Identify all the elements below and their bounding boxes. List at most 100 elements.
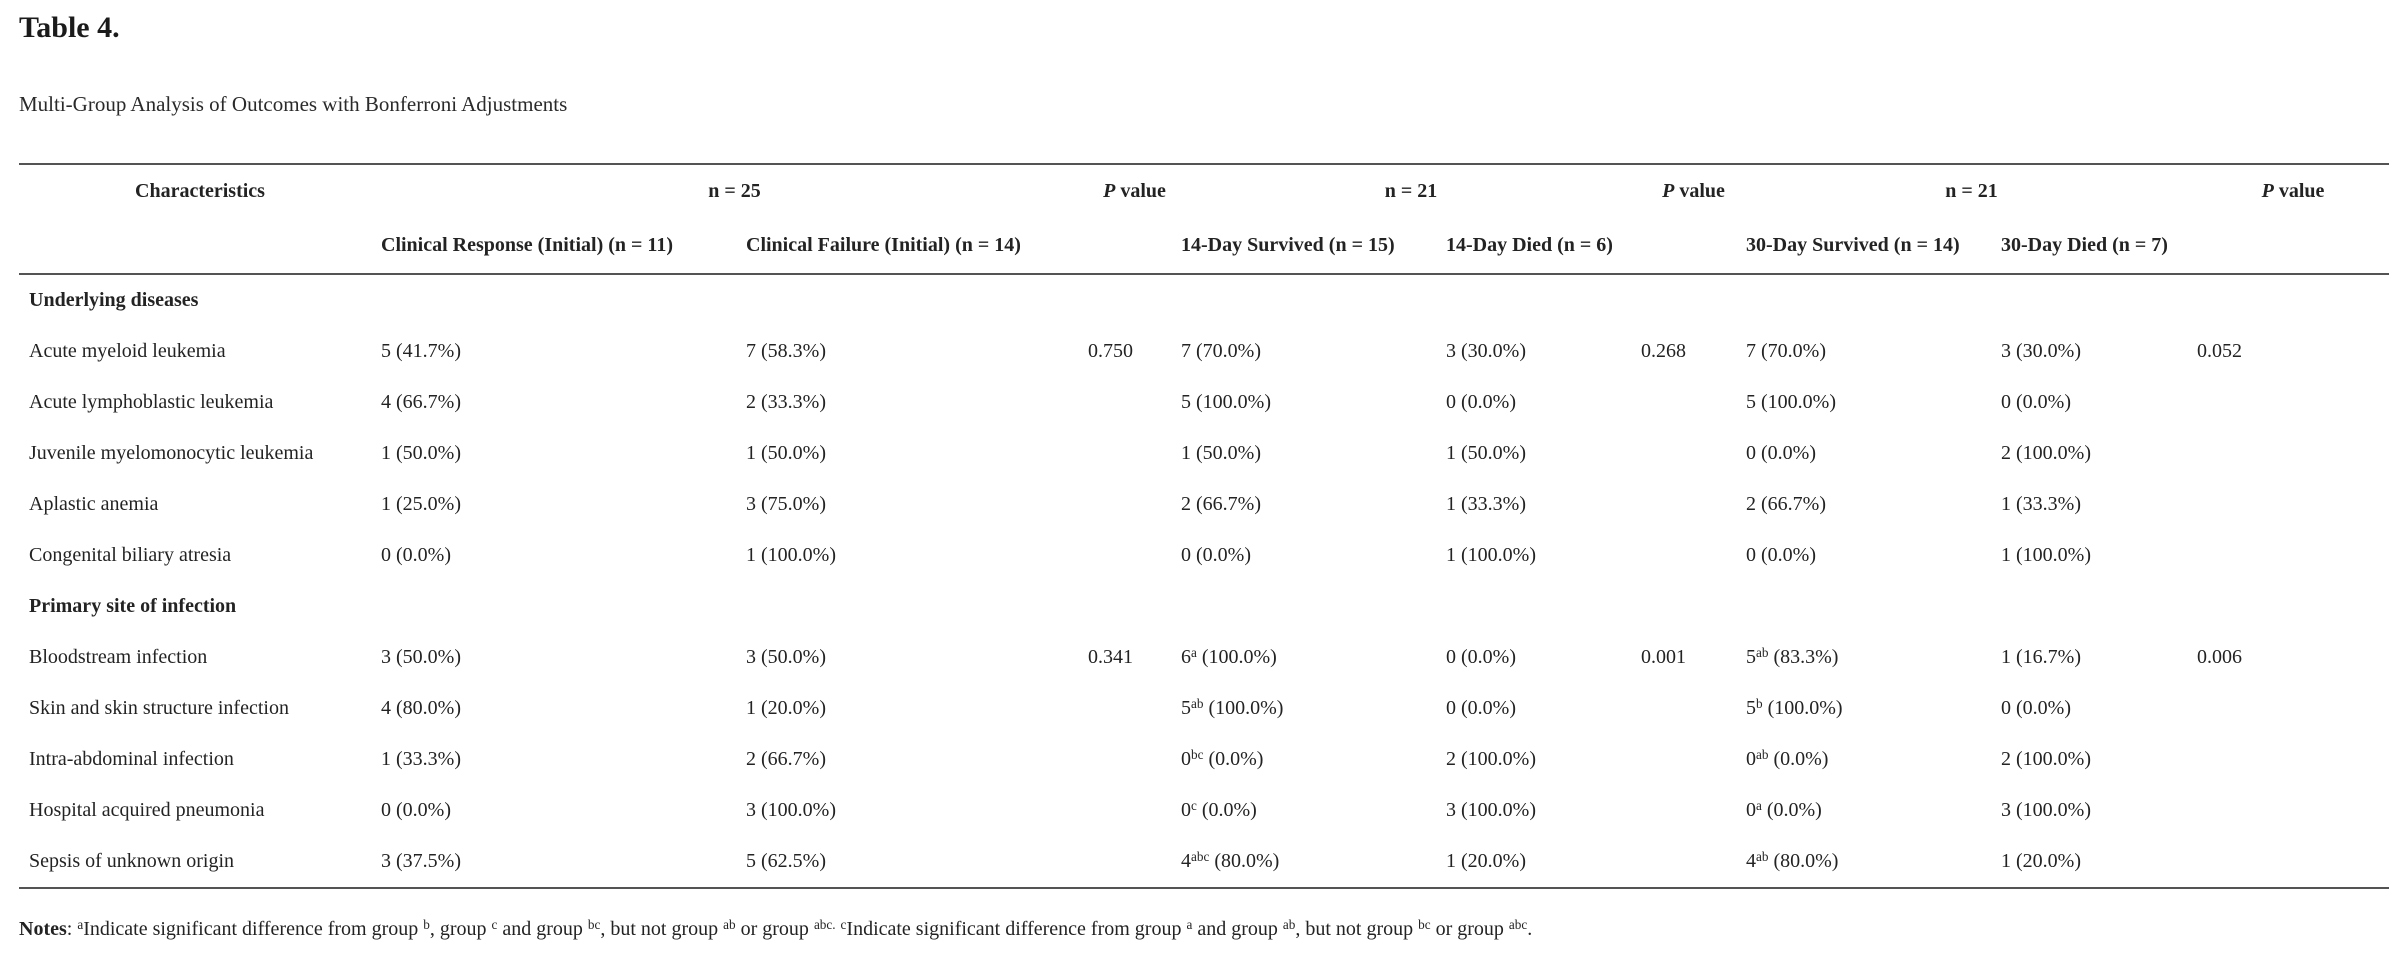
data-cell: 5b (100.0%) <box>1746 695 1843 720</box>
section-label: Primary site of infection <box>29 595 237 618</box>
data-cell: 0 (0.0%) <box>381 799 451 822</box>
data-cell <box>1088 785 1181 836</box>
data-cell: 2 (100.0%) <box>2001 442 2091 465</box>
subheader-empty-4 <box>2197 218 2389 276</box>
data-cell <box>1088 683 1181 734</box>
subheader-14day-died: 14-Day Died (n = 6) <box>1446 218 1641 276</box>
data-cell: 1 (100.0%) <box>2001 544 2091 567</box>
data-cell <box>1088 479 1181 530</box>
data-cell <box>2197 479 2389 530</box>
table-row: Bloodstream infection 3 (50.0%) 3 (50.0%) 0… <box>19 632 2389 683</box>
header-n25: n = 25 <box>381 163 1088 219</box>
data-cell: 0ab (0.0%) <box>1746 746 1829 771</box>
data-cell: 0 (0.0%) <box>1446 391 1516 414</box>
subheader-14day-survived: 14-Day Survived (n = 15) <box>1181 218 1446 276</box>
data-cell: 2 (100.0%) <box>1446 748 1536 771</box>
data-cell: 0 (0.0%) <box>1446 697 1516 720</box>
table-notes: Notes: aIndicate significant difference … <box>19 915 2389 944</box>
data-cell: 2 (66.7%) <box>746 748 826 771</box>
data-cell: 4 (80.0%) <box>381 697 461 720</box>
section-row: Primary site of infection <box>19 581 2389 632</box>
data-cell <box>1088 734 1181 785</box>
table-row: Acute lymphoblastic leukemia 4 (66.7%) 2 (… <box>19 377 2389 428</box>
data-cell: 3 (50.0%) <box>746 646 826 669</box>
header-pvalue-1: P value <box>1088 163 1181 219</box>
data-cell: 0.268 <box>1641 340 1686 363</box>
data-cell: 1 (100.0%) <box>746 544 836 567</box>
header-characteristics: Characteristics <box>19 163 381 219</box>
row-label: Congenital biliary atresia <box>29 544 232 567</box>
data-cell <box>1641 377 1746 428</box>
table-row: Juvenile myelomonocytic leukemia 1 (50.0%… <box>19 428 2389 479</box>
subheader-clinical-response: Clinical Response (Initial) (n = 11) <box>381 218 746 276</box>
row-label: Skin and skin structure infection <box>29 697 289 720</box>
data-cell <box>1641 479 1746 530</box>
data-cell: 1 (33.3%) <box>1446 493 1526 516</box>
data-cell: 0 (0.0%) <box>1746 544 1816 567</box>
header-pvalue-2: P value <box>1641 163 1746 219</box>
row-label: Acute lymphoblastic leukemia <box>29 391 274 414</box>
data-cell <box>2197 377 2389 428</box>
data-cell: 0 (0.0%) <box>1446 646 1516 669</box>
data-cell: 7 (70.0%) <box>1181 340 1261 363</box>
data-cell: 0 (0.0%) <box>2001 697 2071 720</box>
subheader-30day-died: 30-Day Died (n = 7) <box>2001 218 2197 276</box>
data-cell: 5 (62.5%) <box>746 836 1088 890</box>
data-cell: 1 (20.0%) <box>2001 836 2197 890</box>
row-label: Juvenile myelomonocytic leukemia <box>29 442 314 465</box>
data-cell: 5 (100.0%) <box>1181 391 1271 414</box>
data-cell: 1 (20.0%) <box>1446 836 1641 890</box>
data-cell: 1 (25.0%) <box>381 493 461 516</box>
row-label: Bloodstream infection <box>29 646 208 669</box>
data-cell: 1 (50.0%) <box>1181 442 1261 465</box>
data-cell: 6a (100.0%) <box>1181 644 1277 669</box>
data-cell: 2 (66.7%) <box>1181 493 1261 516</box>
data-cell: 3 (100.0%) <box>746 799 836 822</box>
data-cell: 0 (0.0%) <box>381 544 451 567</box>
data-cell: 3 (30.0%) <box>1446 340 1526 363</box>
data-cell <box>1088 377 1181 428</box>
data-cell: 4abc (80.0%) <box>1181 836 1446 890</box>
table-row: Intra-abdominal infection 1 (33.3%) 2 (66.… <box>19 734 2389 785</box>
section-row: Underlying diseases <box>19 274 2389 326</box>
row-label: Hospital acquired pneumonia <box>29 799 265 822</box>
data-cell: 1 (50.0%) <box>1446 442 1526 465</box>
data-cell: 2 (33.3%) <box>746 391 826 414</box>
data-cell <box>1641 530 1746 581</box>
data-cell <box>2197 836 2389 890</box>
header-n21-b: n = 21 <box>1746 163 2197 219</box>
table-header: Characteristics n = 25 P value n = 21 P … <box>19 163 2389 276</box>
data-cell: 0 (0.0%) <box>1181 544 1251 567</box>
notes-label: Notes <box>19 918 67 941</box>
row-label: Intra-abdominal infection <box>29 748 234 771</box>
data-cell: 5 (100.0%) <box>1746 391 1836 414</box>
header-group-row: Characteristics n = 25 P value n = 21 P … <box>19 163 2389 219</box>
table-row: Hospital acquired pneumonia 0 (0.0%) 3 (10… <box>19 785 2389 836</box>
data-cell: 0.006 <box>2197 646 2242 669</box>
data-cell <box>1088 530 1181 581</box>
data-cell: 5ab (83.3%) <box>1746 644 1839 669</box>
data-cell: 1 (20.0%) <box>746 697 826 720</box>
data-cell: 0.341 <box>1088 646 1133 669</box>
data-cell: 3 (100.0%) <box>1446 799 1536 822</box>
data-cell: 3 (75.0%) <box>746 493 826 516</box>
data-cell <box>2197 734 2389 785</box>
data-cell <box>2197 428 2389 479</box>
table-subtitle: Multi-Group Analysis of Outcomes with Bo… <box>19 92 568 116</box>
data-cell <box>1641 683 1746 734</box>
data-cell: 5ab (100.0%) <box>1181 695 1284 720</box>
data-cell: 0.001 <box>1641 646 1686 669</box>
data-cell <box>1088 428 1181 479</box>
data-cell <box>1641 428 1746 479</box>
data-cell: 1 (100.0%) <box>1446 544 1536 567</box>
data-cell: 1 (33.3%) <box>381 748 461 771</box>
subheader-empty-3 <box>1641 218 1746 276</box>
header-sub-row: Clinical Response (Initial) (n = 11) Cli… <box>19 218 2389 276</box>
table-row: Congenital biliary atresia 0 (0.0%) 1 (100… <box>19 530 2389 581</box>
table-row: Aplastic anemia 1 (25.0%) 3 (75.0%) 2 (66.7… <box>19 479 2389 530</box>
data-cell <box>1641 785 1746 836</box>
data-cell: 4 (66.7%) <box>381 391 461 414</box>
data-cell: 3 (100.0%) <box>2001 799 2091 822</box>
data-cell: 3 (37.5%) <box>381 836 746 890</box>
